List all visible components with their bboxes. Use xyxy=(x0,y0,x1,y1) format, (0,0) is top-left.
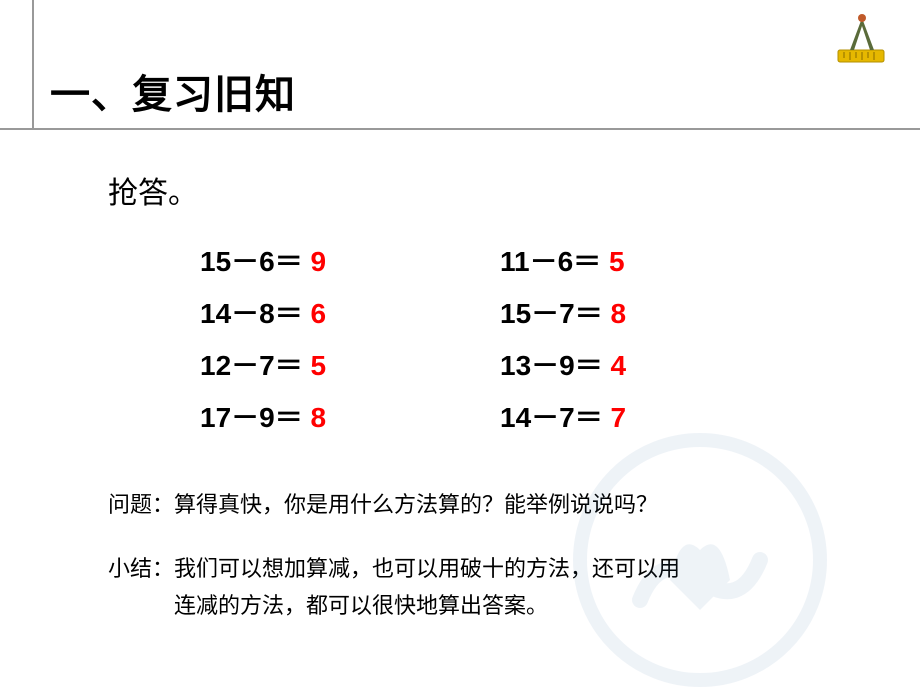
equation-answer: 6 xyxy=(311,298,327,329)
equation: 14－7＝ 7 xyxy=(500,396,800,436)
question-text: 算得真快，你是用什么方法算的？能举例说说吗？ xyxy=(174,492,658,517)
equation: 15－6＝ 9 xyxy=(200,240,500,280)
summary-line: 小结：我们可以想加算减，也可以用破十的方法，还可以用连减的方法，都可以很快地算出… xyxy=(108,550,680,625)
summary-text: 我们可以想加算减，也可以用破十的方法，还可以用连减的方法，都可以很快地算出答案。 xyxy=(174,550,680,625)
equation: 11－6＝ 5 xyxy=(500,240,800,280)
question-label: 问题： xyxy=(108,492,174,517)
equation-answer: 4 xyxy=(611,350,627,381)
equation-expr: 13－9＝ xyxy=(500,344,603,384)
equation-answer: 5 xyxy=(609,246,625,277)
equation: 17－9＝ 8 xyxy=(200,396,500,436)
summary-label: 小结： xyxy=(108,550,174,625)
equation-expr: 14－7＝ xyxy=(500,396,603,436)
equation-expr: 11－6＝ xyxy=(500,240,601,280)
equation-expr: 12－7＝ xyxy=(200,344,303,384)
equation-answer: 8 xyxy=(611,298,627,329)
question-line: 问题：算得真快，你是用什么方法算的？能举例说说吗？ xyxy=(108,488,658,521)
equation: 12－7＝ 5 xyxy=(200,344,500,384)
equation-grid: 15－6＝ 9 11－6＝ 5 14－8＝ 6 15－7＝ 8 12－7＝ 5 … xyxy=(200,240,800,436)
equation-answer: 7 xyxy=(611,402,627,433)
equation: 15－7＝ 8 xyxy=(500,292,800,332)
equation: 13－9＝ 4 xyxy=(500,344,800,384)
section-title: 一、复习旧知 xyxy=(50,62,296,120)
slide: 一、复习旧知 抢答。 15－6＝ 9 11－6＝ 5 14－8＝ 6 15－7＝… xyxy=(0,0,920,690)
equation: 14－8＝ 6 xyxy=(200,292,500,332)
equation-expr: 14－8＝ xyxy=(200,292,303,332)
equation-expr: 15－7＝ xyxy=(500,292,603,332)
equation-answer: 8 xyxy=(311,402,327,433)
equation-expr: 17－9＝ xyxy=(200,396,303,436)
equation-answer: 9 xyxy=(311,246,327,277)
equation-expr: 15－6＝ xyxy=(200,240,303,280)
horizontal-rule xyxy=(0,128,920,130)
title-wrap: 一、复习旧知 xyxy=(50,62,296,120)
equation-answer: 5 xyxy=(311,350,327,381)
vertical-rule xyxy=(32,0,34,128)
tools-icon xyxy=(832,10,892,70)
subtitle: 抢答。 xyxy=(108,168,198,212)
